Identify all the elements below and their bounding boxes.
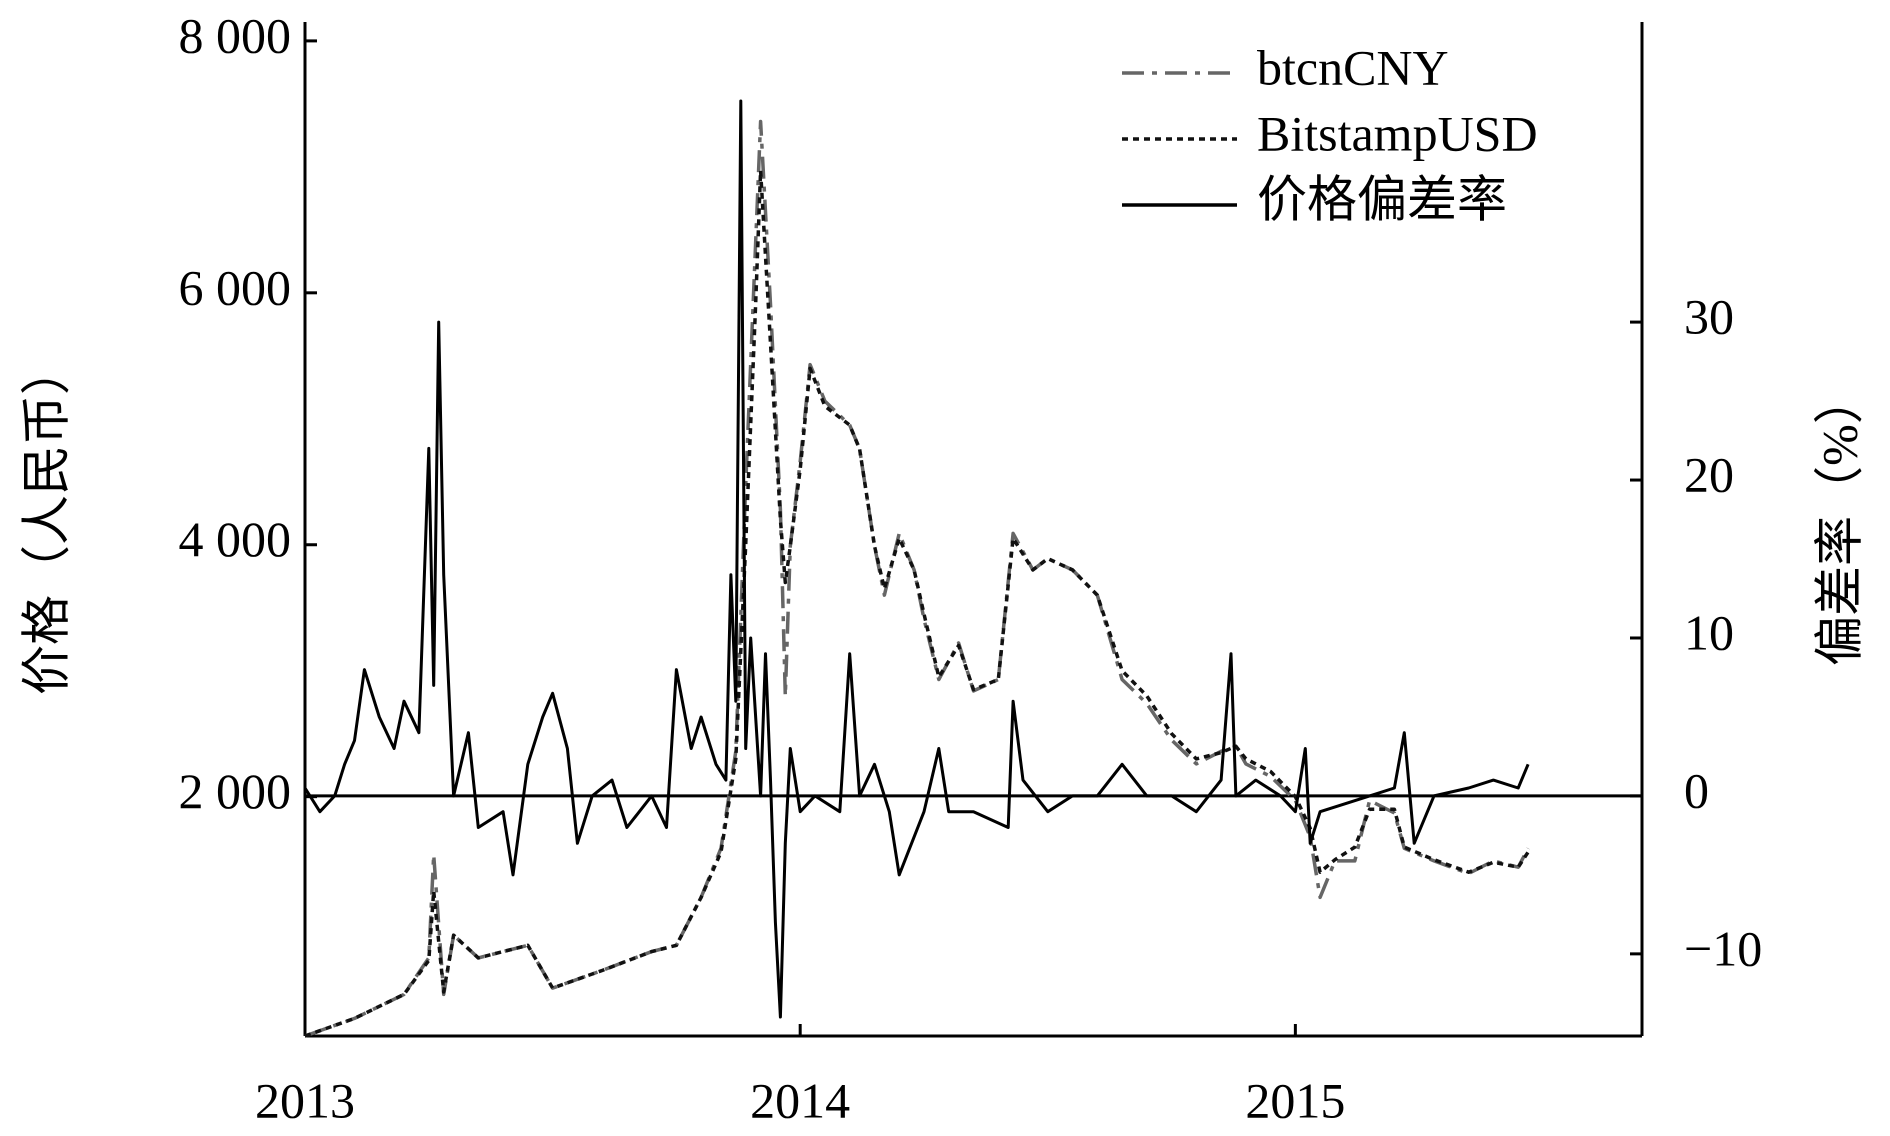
y2-tick-label: 0: [1684, 762, 1709, 818]
legend-label: BitstampUSD: [1257, 105, 1538, 161]
legend-label: btcnCNY: [1257, 39, 1449, 95]
y-tick-label: 6 000: [179, 259, 292, 315]
y2-tick-label: 20: [1684, 447, 1734, 503]
y-tick-label: 2 000: [179, 763, 292, 819]
series-line: [303, 99, 1530, 1019]
y2-tick-label: 10: [1684, 604, 1734, 660]
x-tick-label: 2014: [750, 1072, 850, 1128]
series-line: [304, 168, 1530, 1038]
y2-tick-label: 30: [1684, 289, 1734, 345]
y2-axis-label: 偏差率（%）: [1811, 374, 1867, 666]
legend-label: 价格偏差率: [1257, 171, 1507, 227]
y-tick-label: 8 000: [179, 7, 292, 63]
y2-tick-label: −10: [1684, 920, 1762, 976]
x-tick-label: 2015: [1245, 1072, 1345, 1128]
y-axis-label: 价格（人民币）: [18, 345, 74, 695]
y-tick-label: 4 000: [179, 511, 292, 567]
x-tick-label: 2013: [255, 1072, 355, 1128]
series-line: [304, 119, 1530, 1038]
